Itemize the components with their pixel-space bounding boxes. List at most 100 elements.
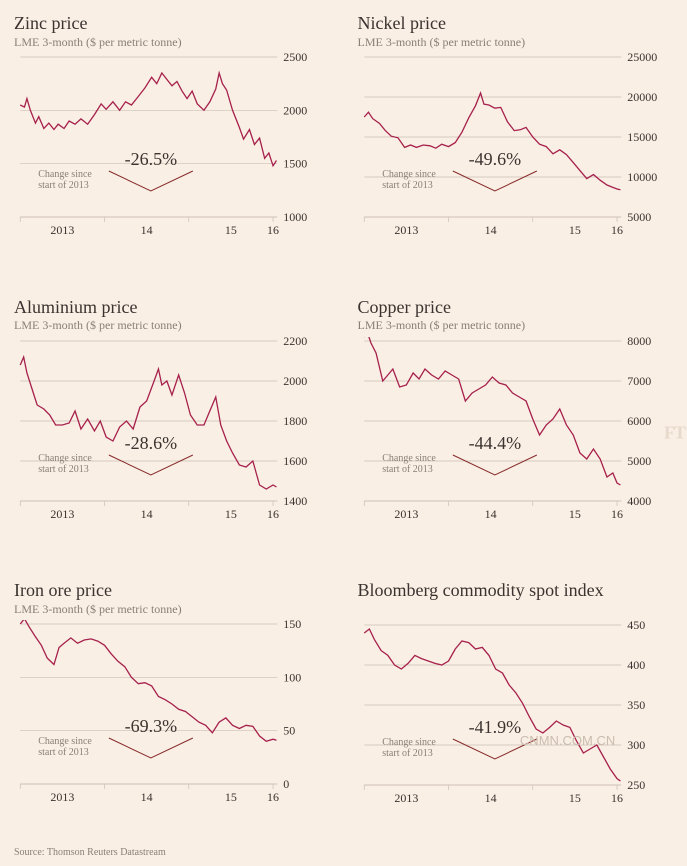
y-tick-label: 2000 (283, 103, 307, 117)
chart-svg: 5000 10000 15000 20000 25000 2013 14 15 16 -49.6%… (358, 53, 674, 243)
y-tick-label: 250 (627, 778, 645, 792)
x-tick-label: 15 (568, 507, 580, 521)
y-tick-label: 350 (627, 698, 645, 712)
callout-caption: start of 2013 (382, 180, 433, 191)
callout-caption: Change since (382, 169, 436, 180)
y-tick-label: 6000 (627, 414, 651, 428)
y-tick-label: 10000 (627, 170, 657, 184)
panel-title: Bloomberg commodity spot index (358, 581, 674, 601)
panel: Nickel price LME 3-month ($ per metric t… (358, 14, 674, 274)
x-tick-label: 14 (484, 223, 496, 237)
chart-grid: Zinc price LME 3-month ($ per metric ton… (14, 14, 673, 841)
chart-svg: 140016001800200022002013141516-28.6%Chan… (14, 337, 330, 527)
y-tick-label: 5000 (627, 454, 651, 468)
y-tick-label: 1500 (283, 157, 307, 171)
chart-svg: 4000 5000 6000 7000 8000 2013 14 15 16 -44.4% Chan… (358, 337, 674, 527)
x-tick-label: 14 (141, 790, 153, 804)
panel-subtitle: LME 3-month ($ per metric tonne) (14, 319, 330, 332)
y-tick-label: 20000 (627, 90, 657, 104)
x-tick-label: 2013 (50, 790, 74, 804)
panel-subtitle: LME 3-month ($ per metric tonne) (14, 603, 330, 616)
callout-caption: start of 2013 (382, 748, 433, 759)
chart-area: 0 50 100 150 2013 14 15 16 -69.3% Change sincesta… (14, 620, 330, 810)
callout-chevron-icon (109, 171, 193, 191)
x-tick-label: 15 (568, 791, 580, 805)
y-tick-label: 50 (283, 724, 295, 738)
callout-value: -41.9% (468, 717, 521, 737)
chart-area: 140016001800200022002013141516-28.6%Chan… (14, 337, 330, 527)
x-tick-label: 15 (568, 223, 580, 237)
x-tick-label: 16 (611, 507, 623, 521)
x-tick-label: 16 (267, 790, 279, 804)
callout-chevron-icon (452, 171, 536, 191)
x-tick-label: 2013 (394, 507, 418, 521)
callout-chevron-icon (109, 455, 193, 475)
panel-title: Copper price (358, 298, 674, 318)
callout-caption: start of 2013 (38, 464, 89, 475)
callout-chevron-icon (452, 455, 536, 475)
y-tick-label: 1000 (283, 210, 307, 224)
y-tick-label: 5000 (627, 210, 651, 224)
y-tick-label: 8000 (627, 337, 651, 348)
chart-svg: 2503003504004502013141516-41.9%Change si… (358, 621, 674, 811)
chart-area: 5000 10000 15000 20000 25000 2013 14 15 16 -49.6%… (358, 53, 674, 243)
x-tick-label: 2013 (394, 223, 418, 237)
x-tick-label: 16 (267, 507, 279, 521)
panel-title: Iron ore price (14, 581, 330, 601)
y-tick-label: 450 (627, 621, 645, 632)
callout-value: -49.6% (468, 149, 521, 169)
x-tick-label: 15 (225, 790, 237, 804)
callout-caption: Change since (38, 453, 92, 464)
y-tick-label: 2000 (283, 374, 307, 388)
x-tick-label: 14 (141, 507, 153, 521)
x-tick-label: 2013 (50, 223, 74, 237)
panel-subtitle: LME 3-month ($ per metric tonne) (14, 36, 330, 49)
panel: Aluminium price LME 3-month ($ per metri… (14, 298, 330, 558)
y-tick-label: 2200 (283, 337, 307, 348)
y-tick-label: 1800 (283, 414, 307, 428)
y-tick-label: 4000 (627, 494, 651, 508)
panel: Bloomberg commodity spot index 250 300 350… (358, 581, 674, 841)
x-tick-label: 14 (141, 223, 153, 237)
y-tick-label: 150 (283, 620, 301, 631)
y-tick-label: 1400 (283, 494, 307, 508)
chart-svg: 10001500200025002013141516-26.5%Change s… (14, 53, 330, 243)
y-tick-label: 100 (283, 671, 301, 685)
callout-value: -28.6% (125, 433, 178, 453)
y-tick-label: 0 (283, 777, 289, 791)
panel-subtitle: LME 3-month ($ per metric tonne) (358, 319, 674, 332)
x-tick-label: 14 (484, 507, 496, 521)
callout-value: -44.4% (468, 433, 521, 453)
panel: Iron ore price LME 3-month ($ per metric… (14, 581, 330, 841)
callout-caption: Change since (38, 169, 92, 180)
y-tick-label: 300 (627, 738, 645, 752)
callout-caption: start of 2013 (38, 747, 89, 758)
x-tick-label: 16 (611, 223, 623, 237)
panel: Zinc price LME 3-month ($ per metric ton… (14, 14, 330, 274)
watermark: CNMN.COM.CN (519, 733, 614, 748)
x-tick-label: 16 (267, 223, 279, 237)
callout-caption: start of 2013 (38, 180, 89, 191)
x-tick-label: 14 (484, 791, 496, 805)
x-tick-label: 15 (225, 223, 237, 237)
x-tick-label: 2013 (394, 791, 418, 805)
chart-area: 2503003504004502013141516-41.9%Change si… (358, 621, 674, 811)
chart-area: 10001500200025002013141516-26.5%Change s… (14, 53, 330, 243)
y-tick-label: 15000 (627, 130, 657, 144)
y-tick-label: 25000 (627, 53, 657, 64)
panel-title: Nickel price (358, 14, 674, 34)
callout-caption: Change since (38, 736, 92, 747)
y-tick-label: 7000 (627, 374, 651, 388)
y-tick-label: 1600 (283, 454, 307, 468)
callout-value: -69.3% (125, 716, 178, 736)
panel-subtitle: LME 3-month ($ per metric tonne) (358, 36, 674, 49)
callout-chevron-icon (109, 738, 193, 758)
callout-caption: Change since (382, 737, 436, 748)
panel-title: Aluminium price (14, 298, 330, 318)
source-text: Source: Thomson Reuters Datastream (14, 847, 673, 858)
page: Zinc price LME 3-month ($ per metric ton… (0, 0, 687, 866)
y-tick-label: 2500 (283, 53, 307, 64)
callout-caption: Change since (382, 453, 436, 464)
panel-title: Zinc price (14, 14, 330, 34)
x-tick-label: 2013 (50, 507, 74, 521)
